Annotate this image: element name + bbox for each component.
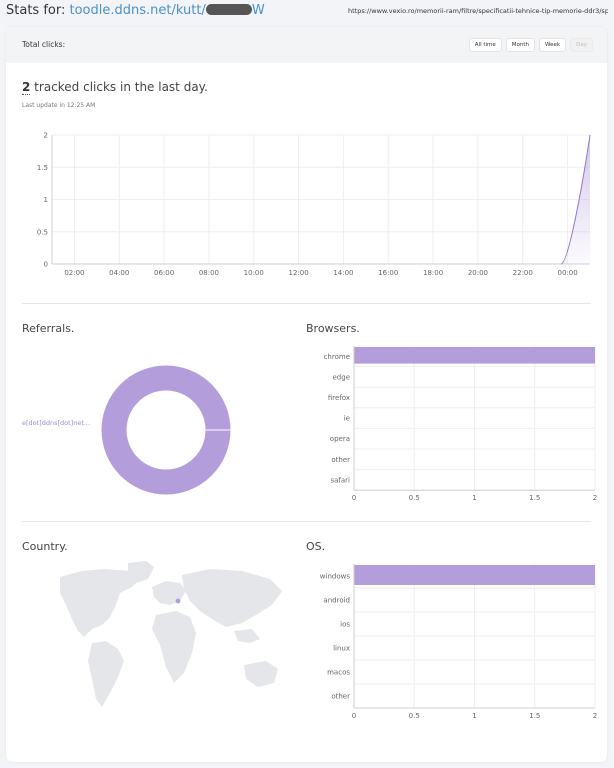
os-bar-chart: 0 0.5 1 1.5 2 windows android ios linux macos othe… [320, 564, 597, 720]
x-tick-label: 0 [352, 494, 356, 502]
x-tick-label: 1 [472, 712, 476, 720]
referrals-title: Referrals. [22, 322, 75, 335]
category-bar [354, 347, 595, 364]
referral-slice [101, 365, 231, 495]
target-url[interactable]: https://www.vexio.ro/memorii-ram/filtre/… [348, 7, 608, 15]
stats-for-title: Stats for: toodle.ddns.net/kutt/W [6, 3, 265, 18]
stats-card: Total clicks: All time Month Week Day 2 … [6, 27, 607, 762]
category-label: windows [320, 573, 351, 581]
world-map [60, 561, 282, 707]
period-day-button[interactable]: Day [570, 38, 593, 52]
x-tick-label: 0.5 [409, 494, 420, 502]
country-marker[interactable] [175, 598, 181, 604]
stats-card-header: Total clicks: All time Month Week Day [6, 27, 607, 63]
y-tick-label: 0.5 [37, 228, 48, 236]
x-tick-label: 10:00 [244, 269, 264, 277]
clicks-line-chart: 0 0.5 1 1.5 2 02:00 04:00 06:00 08:00 10:00 12:00 1… [37, 132, 591, 277]
category-label: macos [327, 669, 350, 677]
x-tick-label: 06:00 [154, 269, 174, 277]
category-label: safari [330, 476, 350, 484]
category-label: ios [340, 621, 350, 629]
x-tick-label: 22:00 [513, 269, 533, 277]
summary-text: tracked clicks in the last day. [30, 80, 208, 94]
category-label: firefox [328, 394, 350, 402]
click-count: 2 [22, 80, 31, 95]
category-label: edge [333, 373, 351, 381]
x-tick-label: 02:00 [64, 269, 84, 277]
category-label: ie [344, 415, 350, 423]
section-divider [22, 303, 591, 304]
x-tick-label: 1.5 [529, 712, 540, 720]
x-tick-label: 2 [593, 494, 597, 502]
x-tick-label: 00:00 [557, 269, 577, 277]
africa [152, 611, 196, 683]
period-week-button[interactable]: Week [539, 38, 567, 52]
north-america [60, 569, 140, 637]
asia [182, 569, 282, 627]
page-header: Stats for: toodle.ddns.net/kutt/W https:… [0, 0, 614, 22]
stats-for-label: Stats for: [6, 3, 66, 18]
x-tick-label: 18:00 [423, 269, 443, 277]
category-label: other [331, 456, 350, 464]
os-title: OS. [306, 540, 326, 553]
redacted-segment [205, 4, 252, 15]
x-tick-label: 16:00 [378, 269, 398, 277]
southeast-asia [234, 629, 260, 643]
x-tick-label: 08:00 [199, 269, 219, 277]
category-label: linux [333, 645, 350, 653]
europe [152, 581, 186, 605]
browsers-title: Browsers. [306, 322, 360, 335]
x-tick-label: 04:00 [109, 269, 129, 277]
category-label: opera [330, 435, 350, 443]
clicks-summary: 2 tracked clicks in the last day. [22, 80, 208, 95]
last-update: Last update in 12:25 AM [22, 102, 96, 109]
south-america [88, 641, 124, 707]
x-tick-label: 2 [593, 712, 597, 720]
clicks-line [560, 134, 591, 265]
category-label: chrome [324, 353, 350, 361]
y-tick-label: 1 [44, 196, 48, 204]
category-label: android [323, 597, 350, 605]
period-month-button[interactable]: Month [505, 38, 536, 52]
greenland [128, 561, 154, 583]
x-tick-label: 14:00 [333, 269, 353, 277]
x-tick-label: 0 [352, 712, 356, 720]
x-tick-label: 1 [472, 494, 476, 502]
x-tick-label: 1.5 [529, 494, 540, 502]
period-all-time-button[interactable]: All time [468, 38, 502, 52]
x-tick-label: 0.5 [409, 712, 420, 720]
australia [244, 661, 278, 687]
referral-label: e[dot]ddns[dot]net... [22, 419, 91, 427]
y-tick-label: 1.5 [37, 164, 48, 172]
category-label: other [331, 693, 350, 701]
category-bar [354, 565, 595, 585]
section-divider [22, 521, 591, 522]
short-link[interactable]: toodle.ddns.net/kutt/W [69, 3, 265, 18]
country-title: Country. [22, 540, 68, 553]
browsers-bar-chart: 0 0.5 1 1.5 2 chrome edge firefox ie opera other sa… [324, 346, 597, 502]
x-tick-label: 20:00 [468, 269, 488, 277]
y-tick-label: 0 [44, 261, 48, 269]
total-clicks-label: Total clicks: [22, 40, 66, 49]
period-selector: All time Month Week Day [468, 38, 593, 52]
y-tick-label: 2 [44, 132, 48, 140]
x-tick-label: 12:00 [288, 269, 308, 277]
referrals-donut-chart [101, 365, 231, 495]
world-landmass [60, 561, 282, 707]
